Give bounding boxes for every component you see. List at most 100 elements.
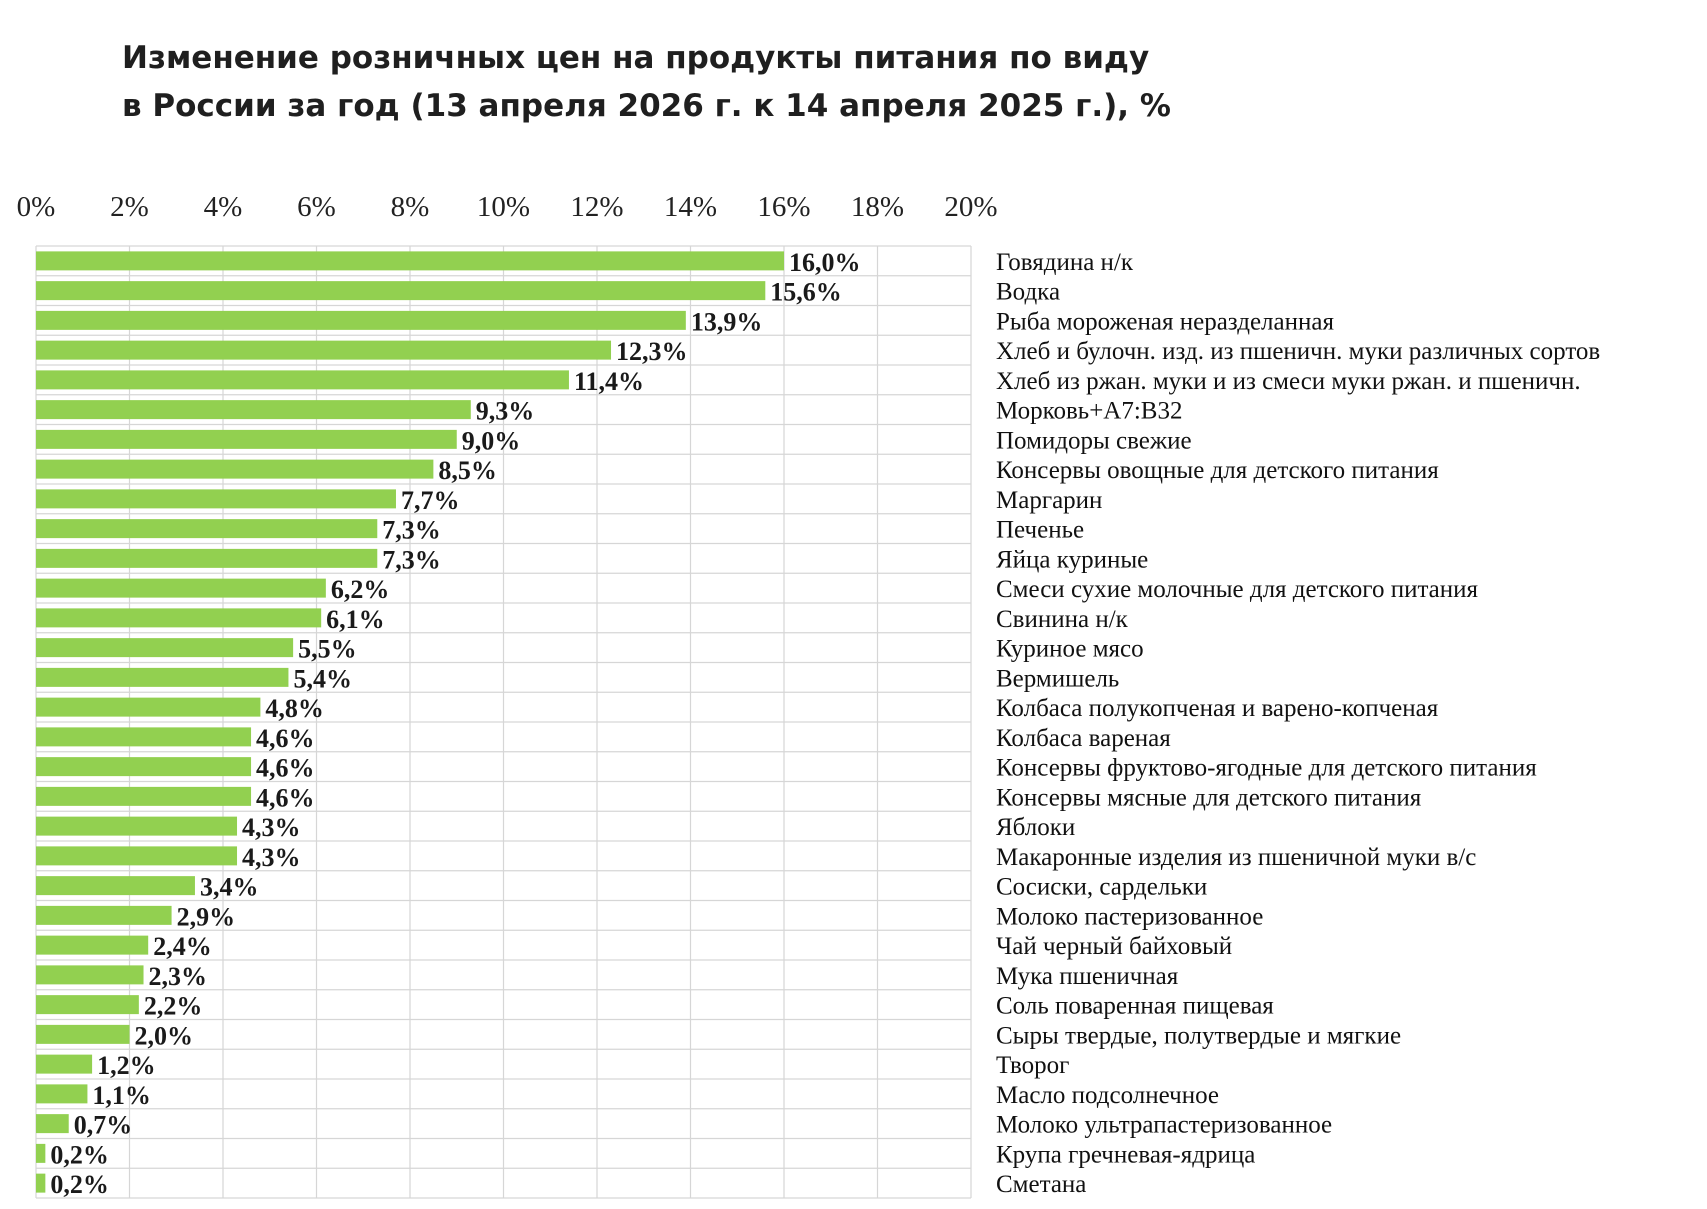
value-label: 0,7%: [74, 1111, 133, 1140]
category-label: Молоко ультрапастеризованное: [996, 1112, 1332, 1139]
value-label: 12,3%: [616, 337, 688, 366]
bar: [36, 489, 396, 509]
bar: [36, 1173, 46, 1193]
category-label: Сметана: [996, 1171, 1086, 1198]
category-label: Молоко пастеризованное: [996, 903, 1263, 930]
value-label: 11,4%: [574, 367, 644, 396]
x-tick-label: 4%: [204, 191, 243, 223]
value-label: 16,0%: [789, 248, 861, 277]
value-label: 7,3%: [382, 545, 441, 574]
value-label: 2,0%: [135, 1021, 194, 1050]
bar: [36, 995, 139, 1015]
category-label: Яблоки: [996, 814, 1075, 841]
value-label: 2,2%: [144, 992, 203, 1021]
bar: [36, 816, 238, 836]
category-label: Помидоры свежие: [996, 427, 1192, 454]
bar: [36, 519, 378, 539]
category-label: Хлеб и булочн. изд. из пшеничн. муки раз…: [996, 338, 1600, 365]
x-tick-label: 2%: [110, 191, 149, 223]
bar: [36, 459, 434, 479]
value-label: 6,1%: [326, 605, 385, 634]
bar: [36, 370, 569, 390]
bar: [36, 281, 766, 301]
category-label: Колбаса вареная: [996, 725, 1171, 752]
category-label: Сосиски, сардельки: [996, 874, 1207, 901]
category-label: Колбаса полукопченая и варено-копченая: [996, 695, 1439, 722]
gridlines: [35, 245, 972, 1199]
bar: [36, 1143, 46, 1163]
bar: [36, 846, 238, 866]
category-label: Масло подсолнечное: [996, 1082, 1219, 1109]
x-tick-label: 6%: [297, 191, 336, 223]
category-label: Крупа гречневая-ядрица: [996, 1141, 1255, 1168]
value-label: 1,2%: [97, 1051, 156, 1080]
category-label: Консервы фруктово-ягодные для детского п…: [996, 755, 1537, 782]
category-label: Куриное мясо: [996, 636, 1144, 663]
bar: [36, 340, 612, 360]
category-label: Консервы мясные для детского питания: [996, 784, 1422, 811]
bar: [36, 935, 149, 955]
category-label: Яйца куриные: [996, 546, 1148, 573]
bar: [36, 638, 294, 658]
category-label: Говядина н/к: [996, 249, 1134, 276]
bar: [36, 1084, 88, 1104]
value-label: 2,4%: [153, 932, 212, 961]
category-label: Маргарин: [996, 487, 1102, 514]
bar: [36, 697, 261, 717]
bar: [36, 608, 322, 628]
category-label: Чай черный байховый: [996, 933, 1232, 960]
bar: [36, 727, 252, 747]
value-label: 5,4%: [293, 664, 352, 693]
bar: [36, 1114, 69, 1134]
bars: [36, 251, 784, 1193]
value-label: 3,4%: [200, 873, 259, 902]
category-label: Творог: [996, 1052, 1069, 1079]
x-tick-label: 12%: [570, 191, 623, 223]
category-label: Консервы овощные для детского питания: [996, 457, 1439, 484]
category-label: Печенье: [996, 517, 1084, 544]
x-tick-label: 18%: [851, 191, 904, 223]
category-label: Мука пшеничная: [996, 963, 1179, 990]
bar: [36, 757, 252, 777]
x-tick-label: 16%: [757, 191, 810, 223]
bar: [36, 876, 195, 896]
value-label: 7,7%: [401, 486, 460, 515]
x-tick-label: 10%: [477, 191, 530, 223]
value-label: 15,6%: [770, 278, 842, 307]
bar: [36, 548, 378, 568]
value-label: 4,3%: [242, 843, 301, 872]
value-label: 1,1%: [92, 1081, 151, 1110]
x-tick-label: 14%: [664, 191, 717, 223]
value-label: 5,5%: [298, 635, 357, 664]
category-label: Сыры твердые, полутвердые и мягкие: [996, 1022, 1401, 1049]
category-label: Водка: [996, 279, 1060, 306]
category-label: Смеси сухие молочные для детского питани…: [996, 576, 1479, 603]
value-label: 8,5%: [438, 456, 497, 485]
value-label: 2,3%: [149, 962, 208, 991]
value-label: 4,8%: [265, 694, 324, 723]
value-label: 4,6%: [256, 783, 315, 812]
bar: [36, 667, 289, 687]
value-label: 4,3%: [242, 813, 301, 842]
bar: [36, 905, 172, 925]
bar: [36, 400, 471, 420]
category-label: Хлеб из ржан. муки и из смеси муки ржан.…: [996, 368, 1581, 395]
category-label: Свинина н/к: [996, 606, 1129, 633]
bar: [36, 310, 686, 330]
bar: [36, 1024, 130, 1044]
category-label: Макаронные изделия из пшеничной муки в/с: [996, 844, 1476, 871]
category-label: Рыба мороженая неразделанная: [996, 308, 1334, 335]
bar: [36, 1054, 93, 1074]
value-label: 13,9%: [691, 307, 763, 336]
value-label: 0,2%: [50, 1140, 109, 1169]
value-label: 4,6%: [256, 754, 315, 783]
bar: [36, 578, 326, 598]
bar: [36, 965, 144, 985]
chart-title-line-1: Изменение розничных цен на продукты пита…: [122, 40, 1149, 76]
chart-title-line-2: в России за год (13 апреля 2026 г. к 14 …: [122, 88, 1171, 124]
x-tick-label: 8%: [391, 191, 430, 223]
value-label: 9,0%: [462, 426, 521, 455]
bar: [36, 429, 457, 449]
